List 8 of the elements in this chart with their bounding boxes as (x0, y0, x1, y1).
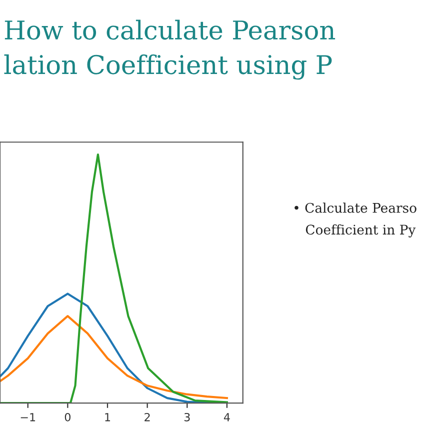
chart-title: How to calculate Pearson lation Coefficient using P (4, 20, 336, 80)
x-tick-label: 0 (64, 412, 70, 422)
text: • Calculate Pearso Coefficient in Py (294, 202, 416, 238)
x-tick-label: 3 (184, 412, 190, 422)
x-tick-label: 1 (105, 413, 110, 422)
x-tick-label: 4 (224, 413, 230, 422)
x-tick-label: −1 (20, 413, 36, 422)
x-tick-label: 2 (144, 412, 150, 422)
